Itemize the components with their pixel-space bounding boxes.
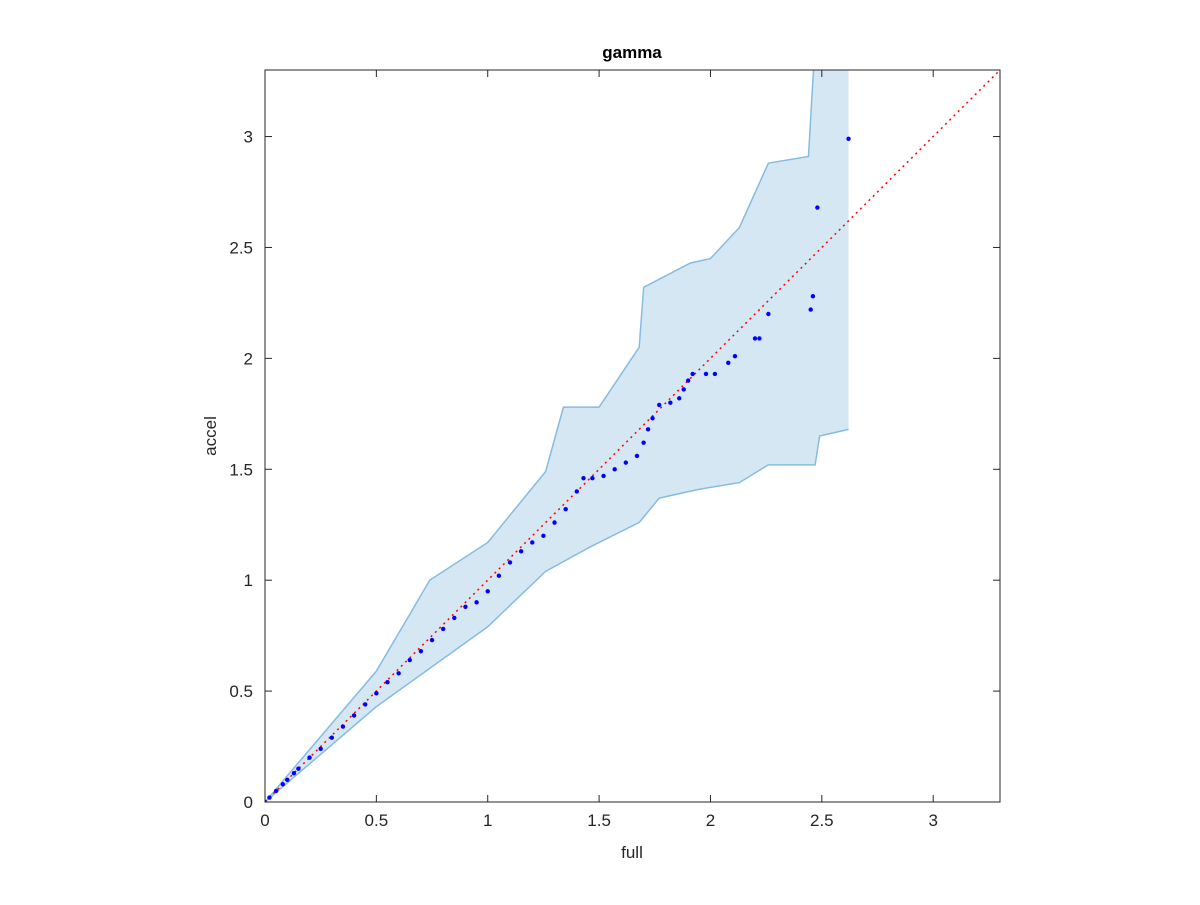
y-tick-label: 0 <box>244 793 253 812</box>
data-point <box>273 788 279 794</box>
y-tick-label: 2.5 <box>229 238 253 257</box>
band-lower-edge <box>265 428 849 802</box>
data-point <box>685 378 691 383</box>
chart-title: gamma <box>602 43 662 62</box>
y-tick-label: 2 <box>244 349 253 368</box>
data-point <box>351 713 357 718</box>
data-point <box>677 396 682 401</box>
data-point <box>329 735 335 740</box>
data-point <box>645 427 651 432</box>
data-point <box>296 766 301 771</box>
x-tick-label: 1 <box>483 811 492 830</box>
data-point <box>590 475 595 481</box>
data-point <box>703 371 709 377</box>
data-point <box>340 724 346 729</box>
confidence-band <box>265 70 849 802</box>
data-point <box>474 600 479 605</box>
reference-line <box>265 70 1000 802</box>
data-point <box>267 795 272 800</box>
data-point <box>518 549 524 554</box>
data-point <box>810 294 816 299</box>
data-point <box>307 755 312 760</box>
y-tick-label: 1 <box>244 571 253 590</box>
data-point <box>808 307 813 312</box>
data-point <box>507 560 513 565</box>
x-tick-label: 3 <box>928 811 937 830</box>
data-point <box>574 489 580 494</box>
data-point <box>563 507 568 512</box>
data-point <box>463 604 468 609</box>
data-point <box>285 777 290 783</box>
data-point <box>668 400 673 405</box>
plot-area <box>265 70 1000 802</box>
data-point <box>732 353 738 359</box>
data-point <box>452 615 457 621</box>
band-upper-edge <box>265 70 815 802</box>
data-point <box>541 533 546 539</box>
data-point <box>601 473 606 479</box>
data-point <box>440 626 446 632</box>
data-point <box>612 467 617 472</box>
data-point <box>280 782 286 787</box>
data-point <box>752 336 758 341</box>
data-point <box>530 540 535 545</box>
x-tick-label: 0.5 <box>365 811 389 830</box>
data-point <box>429 637 435 643</box>
data-point <box>318 746 323 751</box>
y-tick-label: 0.5 <box>229 682 253 701</box>
y-tick-label: 1.5 <box>229 460 253 479</box>
data-point <box>815 205 820 210</box>
x-axis-label: full <box>621 843 643 862</box>
x-tick-label: 2 <box>706 811 715 830</box>
y-axis-label: accel <box>201 416 220 456</box>
data-point <box>552 520 557 525</box>
data-point <box>623 460 629 465</box>
data-point <box>650 416 655 421</box>
data-point <box>757 336 762 341</box>
data-point <box>726 360 731 365</box>
data-point <box>681 387 686 392</box>
data-point <box>581 475 586 481</box>
x-tick-label: 1.5 <box>587 811 611 830</box>
data-point <box>846 136 851 141</box>
data-point <box>407 657 412 663</box>
data-point <box>396 671 401 676</box>
data-point <box>385 680 390 685</box>
data-point <box>485 589 490 594</box>
data-point <box>496 573 502 578</box>
data-point <box>766 311 771 317</box>
data-point <box>418 648 424 654</box>
x-tick-label: 2.5 <box>810 811 834 830</box>
x-tick-label: 0 <box>260 811 269 830</box>
data-point <box>712 371 718 377</box>
data-point <box>265 799 268 802</box>
data-point <box>634 453 640 459</box>
data-point <box>291 770 297 776</box>
axes-box <box>264 69 1001 803</box>
data-point <box>641 440 646 445</box>
data-point <box>363 702 368 707</box>
data-point <box>690 371 695 377</box>
y-tick-label: 3 <box>244 128 253 147</box>
data-point <box>657 402 662 408</box>
data-point <box>374 691 379 696</box>
